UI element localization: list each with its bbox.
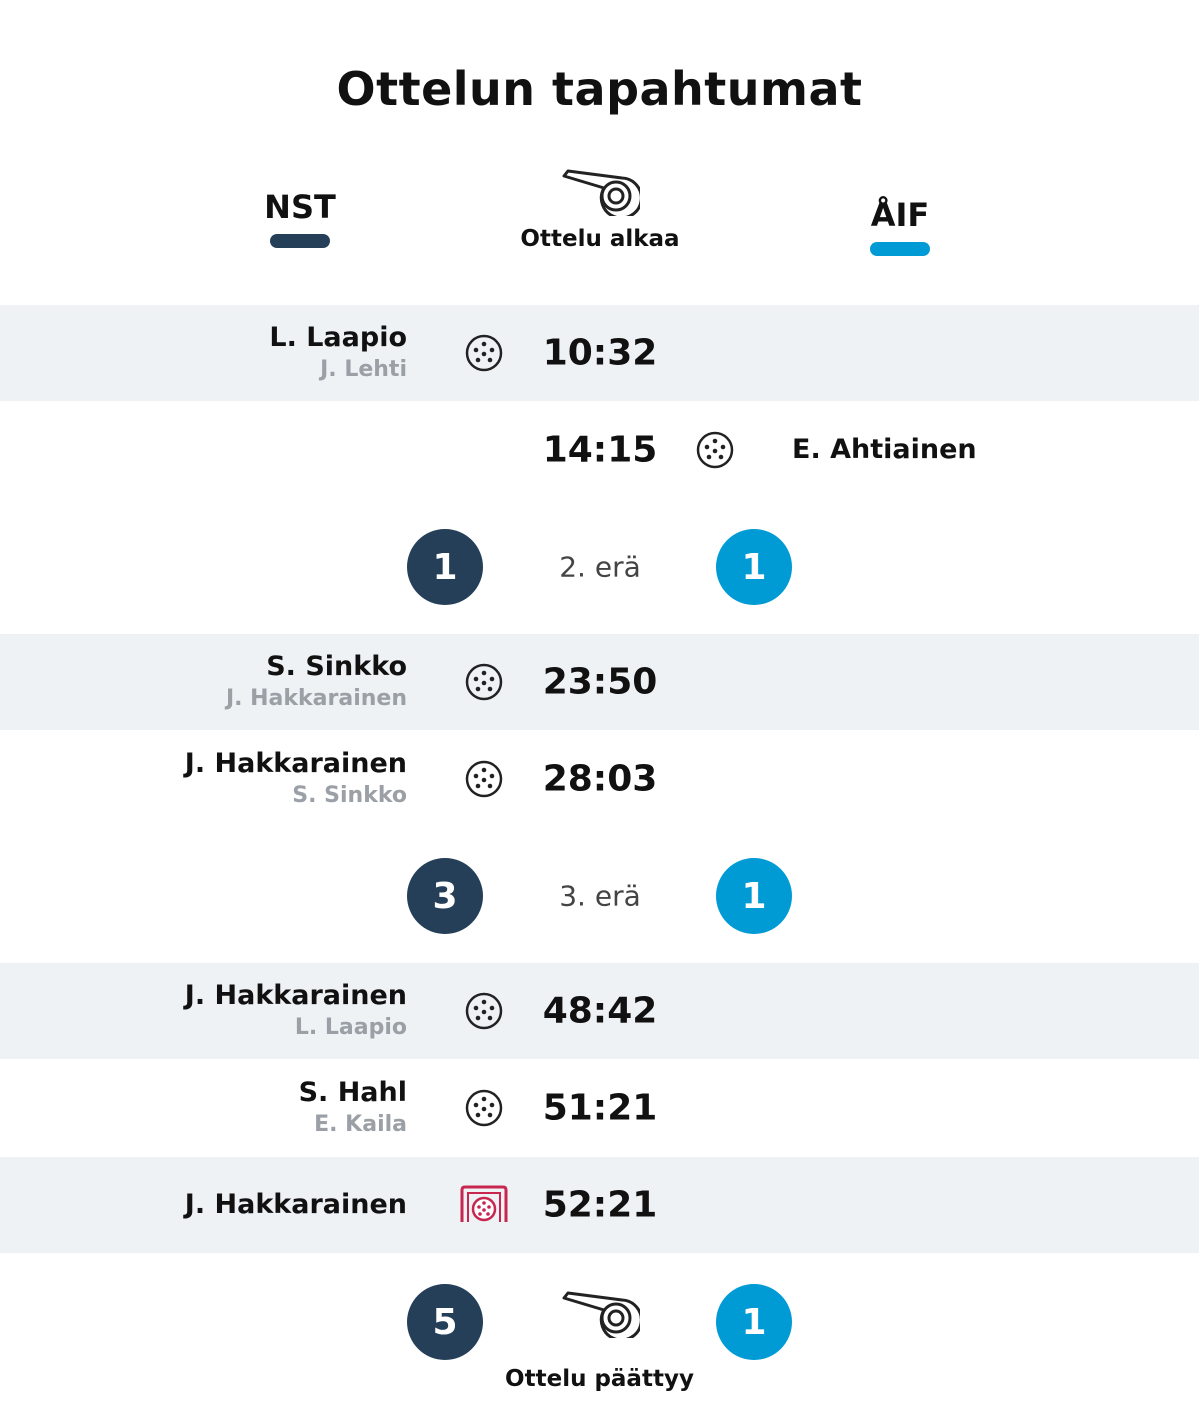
- away-final-score-badge: 1: [716, 1284, 792, 1360]
- event-row: L. Laapio J. Lehti 10:32: [0, 305, 1199, 401]
- away-score-badge: 1: [716, 858, 792, 934]
- whistle-icon: [560, 1290, 643, 1342]
- scorer-name: S. Sinkko: [266, 651, 407, 682]
- home-score-badge: 1: [407, 529, 483, 605]
- home-score-badge: 3: [407, 858, 483, 934]
- event-time: 51:21: [542, 1087, 658, 1129]
- match-end-label: Ottelu päättyy: [505, 1366, 694, 1392]
- page-title: Ottelun tapahtumat: [336, 62, 863, 116]
- event-time: 52:21: [542, 1184, 658, 1226]
- assist-name: J. Hakkarainen: [225, 686, 407, 711]
- floorball-icon: [464, 662, 504, 702]
- whistle-icon: [450, 168, 750, 216]
- assist-name: S. Sinkko: [292, 783, 407, 808]
- home-event-names: J. Hakkarainen S. Sinkko: [185, 747, 407, 811]
- away-team-name: ÅIF: [870, 196, 930, 234]
- away-score-badge: 1: [716, 529, 792, 605]
- match-start-label: Ottelu alkaa: [520, 226, 680, 252]
- event-row: J. Hakkarainen S. Sinkko 28:03: [0, 731, 1199, 827]
- event-row: S. Hahl E. Kaila 51:21: [0, 1060, 1199, 1156]
- event-time: 28:03: [542, 758, 658, 800]
- away-team: ÅIF: [820, 196, 980, 256]
- event-time: 14:15: [542, 429, 658, 471]
- floorball-icon: [695, 430, 735, 470]
- scorer-name: L. Laapio: [269, 322, 407, 353]
- match-start: Ottelu alkaa: [450, 168, 750, 252]
- scorer-name: J. Hakkarainen: [184, 1189, 407, 1220]
- assist-name: E. Kaila: [314, 1112, 407, 1137]
- home-final-score-badge: 5: [407, 1284, 483, 1360]
- home-team-name: NST: [264, 188, 336, 226]
- event-time: 48:42: [542, 990, 658, 1032]
- home-team: NST: [220, 188, 380, 248]
- period-separator: 3 3. erä 1: [0, 858, 1199, 938]
- floorball-icon: [464, 991, 504, 1031]
- away-event-names: E. Ahtiainen: [792, 433, 977, 467]
- event-row: J. Hakkarainen L. Laapio 48:42: [0, 963, 1199, 1059]
- home-team-color-bar: [270, 234, 330, 248]
- empty-net-goal-icon: [457, 1184, 511, 1226]
- home-event-names: J. Hakkarainen L. Laapio: [185, 979, 407, 1043]
- home-event-names: J. Hakkarainen: [185, 1188, 407, 1222]
- floorball-icon: [464, 759, 504, 799]
- assist-name: J. Lehti: [320, 357, 407, 382]
- event-row: J. Hakkarainen 52:21: [0, 1157, 1199, 1253]
- scorer-name: E. Ahtiainen: [792, 434, 977, 465]
- period-separator: 1 2. erä 1: [0, 529, 1199, 609]
- away-team-color-bar: [870, 242, 930, 256]
- event-time: 23:50: [542, 661, 658, 703]
- event-row: 14:15 E. Ahtiainen: [0, 402, 1199, 498]
- event-time: 10:32: [542, 332, 658, 374]
- home-event-names: S. Hahl E. Kaila: [299, 1076, 407, 1140]
- floorball-icon: [464, 1088, 504, 1128]
- assist-name: L. Laapio: [294, 1015, 407, 1040]
- scorer-name: S. Hahl: [298, 1077, 407, 1108]
- floorball-icon: [464, 333, 504, 373]
- match-end: 5 1: [0, 1284, 1199, 1364]
- home-event-names: L. Laapio J. Lehti: [269, 321, 407, 385]
- scorer-name: J. Hakkarainen: [184, 748, 407, 779]
- scorer-name: J. Hakkarainen: [184, 980, 407, 1011]
- period-label: 2. erä: [559, 550, 641, 584]
- period-label: 3. erä: [559, 879, 641, 913]
- event-row: S. Sinkko J. Hakkarainen 23:50: [0, 634, 1199, 730]
- home-event-names: S. Sinkko J. Hakkarainen: [226, 650, 407, 714]
